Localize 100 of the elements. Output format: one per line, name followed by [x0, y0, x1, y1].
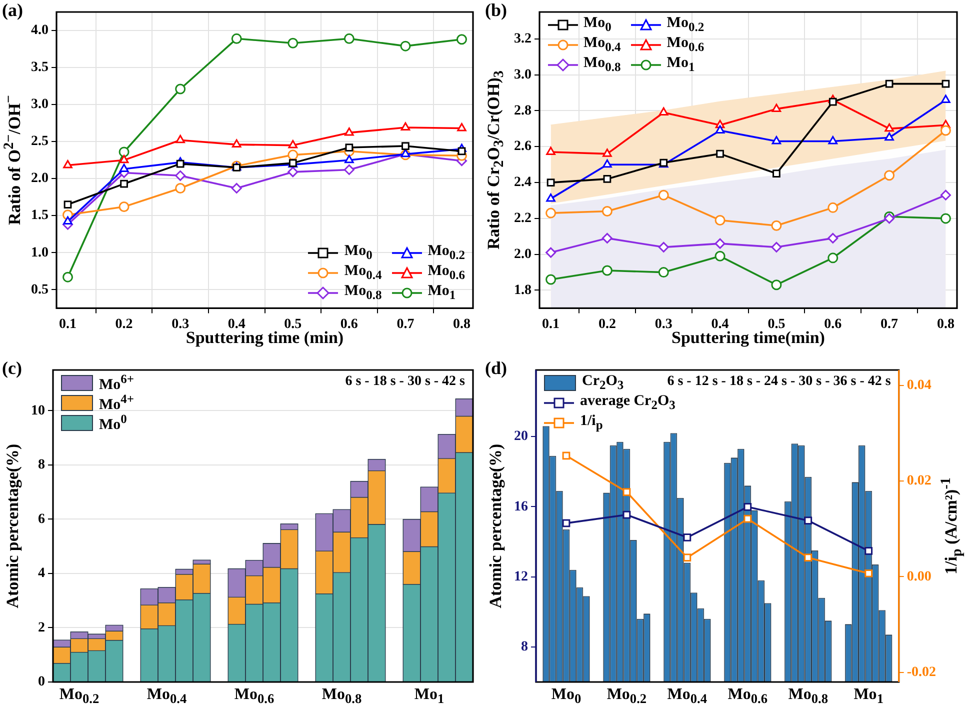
y2-tick-label: 0.04 — [906, 378, 932, 393]
point — [828, 232, 838, 244]
point — [602, 159, 612, 168]
x-tick-label: 0.2 — [598, 317, 616, 332]
legend-label: Mo$_{0.6}$ — [666, 35, 704, 55]
point — [63, 160, 72, 168]
y-tick-label: 3.0 — [31, 97, 48, 112]
x-tick-label: Mo$_{0}$ — [551, 686, 582, 708]
annotation: 6 s - 18 s - 30 s - 42 s — [345, 374, 465, 390]
y-tick-label: 4.0 — [31, 23, 48, 38]
point — [344, 154, 354, 164]
point — [771, 280, 782, 290]
y-tick-label: 2.6 — [514, 139, 532, 154]
point — [828, 136, 838, 144]
point — [118, 202, 130, 212]
point — [400, 40, 411, 52]
point — [288, 150, 298, 160]
x-tick-label: 0.1 — [59, 317, 77, 332]
point — [176, 134, 185, 144]
point — [345, 144, 354, 152]
point — [175, 170, 186, 181]
x-tick-label: Mo$_{0.8}$ — [788, 686, 828, 708]
point — [118, 146, 130, 158]
point — [402, 142, 410, 150]
point — [772, 136, 782, 144]
point — [772, 170, 780, 178]
chart-title: (a) — [2, 0, 23, 21]
point — [64, 200, 72, 208]
y-tick-label: 8 — [521, 640, 528, 655]
point — [231, 182, 242, 194]
point — [658, 242, 669, 252]
x-tick-label: 0.8 — [452, 317, 470, 332]
y-tick-label: 1.8 — [514, 282, 532, 298]
chart-title: (c) — [2, 358, 22, 379]
point — [716, 150, 724, 158]
x-tick-label: Mo$_{0.2}$ — [59, 686, 100, 708]
y-tick-label: 8 — [38, 458, 45, 473]
point — [119, 154, 129, 164]
point — [120, 180, 128, 188]
point — [885, 80, 894, 88]
legend-label: Mo$_{0.4}$ — [344, 263, 382, 284]
point — [658, 107, 668, 116]
point — [940, 125, 951, 136]
point — [400, 122, 410, 131]
point — [562, 519, 570, 528]
point — [715, 125, 725, 134]
y-tick-label: 2.5 — [31, 134, 48, 150]
point — [344, 164, 354, 175]
point — [176, 160, 184, 168]
point — [546, 247, 556, 258]
point — [940, 190, 951, 200]
point — [864, 546, 873, 555]
point — [884, 170, 895, 181]
y-tick-label: 20 — [514, 429, 528, 444]
point — [232, 139, 242, 148]
legend-label: Mo$^{4+}$ — [99, 392, 134, 414]
y-axis-title: Atomic percentage(%) — [3, 444, 23, 608]
y-tick-label: 12 — [514, 569, 528, 584]
y-tick-label: 3.2 — [514, 32, 532, 47]
y-tick-label: 10 — [31, 403, 45, 418]
y-tick-label: 2.0 — [31, 171, 48, 186]
legend-label: Mo$_{0.8}$ — [344, 283, 382, 304]
point — [602, 232, 612, 244]
legend-label: Mo$^{0}$ — [99, 412, 127, 434]
legend-label: Mo$_{1}$ — [666, 55, 695, 75]
x-tick-label: 0.7 — [396, 317, 414, 332]
y-tick-label: 4 — [38, 566, 45, 582]
y-tick-label: 1.5 — [31, 208, 48, 224]
point — [288, 166, 298, 178]
y-tick-label: 3.0 — [514, 67, 532, 82]
point — [828, 252, 838, 264]
point — [714, 250, 726, 262]
point — [457, 123, 466, 132]
point — [744, 502, 752, 511]
y-tick-label: 0.5 — [31, 282, 48, 298]
x-tick-label: 0.6 — [824, 317, 842, 332]
point — [456, 34, 467, 45]
point — [804, 554, 812, 562]
x-tick-label: Mo$_{0.8}$ — [322, 686, 362, 708]
point — [771, 242, 782, 252]
legend-label: Mo$_{1}$ — [428, 283, 456, 304]
point — [828, 202, 838, 213]
legend-label: Mo$_{0.6}$ — [428, 263, 465, 284]
legend-label: Mo$_{0}$ — [344, 243, 372, 264]
chart-title: (d) — [485, 358, 507, 379]
x-tick-label: Mo$_{1}$ — [414, 686, 444, 708]
point — [175, 182, 186, 194]
point — [683, 554, 692, 562]
point — [344, 33, 354, 44]
x-tick-label: Mo$_{0.4}$ — [667, 686, 708, 708]
point — [62, 272, 74, 282]
y-tick-label: 6 — [38, 512, 45, 527]
point — [941, 94, 950, 103]
y-tick-label: 3.5 — [31, 60, 48, 76]
legend-label: Mo$^{6+}$ — [99, 372, 134, 394]
point — [683, 533, 692, 542]
point — [546, 193, 556, 202]
point — [622, 510, 631, 519]
point — [602, 148, 612, 157]
point — [400, 148, 410, 158]
